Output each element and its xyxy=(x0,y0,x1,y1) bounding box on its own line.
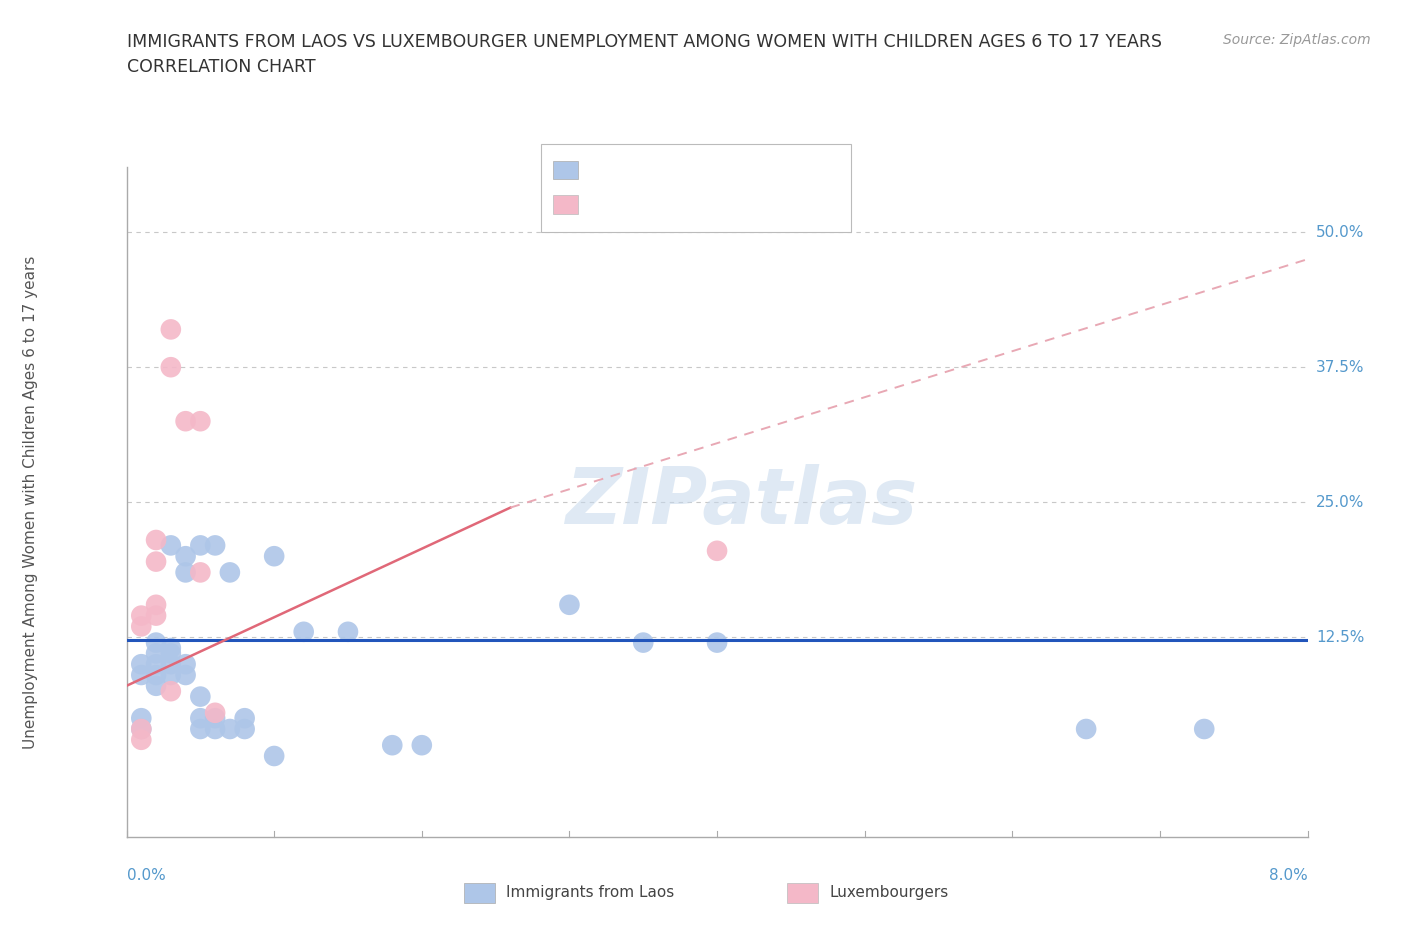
Point xyxy=(145,635,167,650)
Text: ZIPatlas: ZIPatlas xyxy=(565,464,917,540)
Point xyxy=(129,722,153,737)
Point xyxy=(292,624,315,639)
Point xyxy=(204,538,226,552)
Text: 25.0%: 25.0% xyxy=(1316,495,1364,510)
Point xyxy=(188,414,211,429)
Point xyxy=(129,722,153,737)
Point xyxy=(160,641,183,656)
Point xyxy=(219,722,242,737)
Point xyxy=(145,554,167,569)
Text: R = 0.008   N = 39: R = 0.008 N = 39 xyxy=(589,155,747,174)
Point xyxy=(1076,722,1098,737)
Point xyxy=(145,608,167,623)
Point xyxy=(558,597,581,612)
Point xyxy=(129,657,153,671)
Point xyxy=(204,722,226,737)
Point xyxy=(145,668,167,683)
Point xyxy=(263,749,285,764)
Point xyxy=(233,711,256,725)
Text: 8.0%: 8.0% xyxy=(1268,868,1308,883)
Text: 0.0%: 0.0% xyxy=(127,868,166,883)
Point xyxy=(160,646,183,661)
Text: 50.0%: 50.0% xyxy=(1316,225,1364,240)
Text: R =   0.191   N = 16: R = 0.191 N = 16 xyxy=(589,190,756,208)
Point xyxy=(204,705,226,720)
Text: Luxembourgers: Luxembourgers xyxy=(830,885,949,900)
Point xyxy=(263,549,285,564)
Point xyxy=(188,711,211,725)
Point xyxy=(174,668,197,683)
Point xyxy=(706,543,728,558)
Point xyxy=(145,678,167,693)
Point xyxy=(706,635,728,650)
Point xyxy=(129,619,153,634)
Point xyxy=(129,732,153,747)
Point xyxy=(145,646,167,661)
Point xyxy=(145,657,167,671)
Text: Source: ZipAtlas.com: Source: ZipAtlas.com xyxy=(1223,33,1371,46)
Point xyxy=(160,322,183,337)
Text: CORRELATION CHART: CORRELATION CHART xyxy=(127,58,315,75)
Point xyxy=(145,597,167,612)
Point xyxy=(160,360,183,375)
Text: Unemployment Among Women with Children Ages 6 to 17 years: Unemployment Among Women with Children A… xyxy=(24,256,38,749)
Point xyxy=(1192,722,1215,737)
Point xyxy=(160,538,183,552)
Point xyxy=(381,737,404,752)
Point xyxy=(174,657,197,671)
Point xyxy=(160,684,183,698)
Point xyxy=(174,565,197,579)
Point xyxy=(188,565,211,579)
Point xyxy=(188,722,211,737)
Text: IMMIGRANTS FROM LAOS VS LUXEMBOURGER UNEMPLOYMENT AMONG WOMEN WITH CHILDREN AGES: IMMIGRANTS FROM LAOS VS LUXEMBOURGER UNE… xyxy=(127,33,1161,50)
Point xyxy=(129,711,153,725)
Point xyxy=(219,565,242,579)
Point xyxy=(174,549,197,564)
Text: 12.5%: 12.5% xyxy=(1316,630,1364,644)
Text: Immigrants from Laos: Immigrants from Laos xyxy=(506,885,675,900)
Text: 37.5%: 37.5% xyxy=(1316,360,1364,375)
Point xyxy=(160,668,183,683)
Point xyxy=(188,538,211,552)
Point xyxy=(633,635,655,650)
Point xyxy=(145,533,167,548)
Point xyxy=(188,689,211,704)
Point xyxy=(233,722,256,737)
Point xyxy=(129,608,153,623)
Point xyxy=(174,414,197,429)
Point xyxy=(160,657,183,671)
Point xyxy=(337,624,360,639)
Point xyxy=(411,737,433,752)
Point xyxy=(204,711,226,725)
Point xyxy=(129,668,153,683)
